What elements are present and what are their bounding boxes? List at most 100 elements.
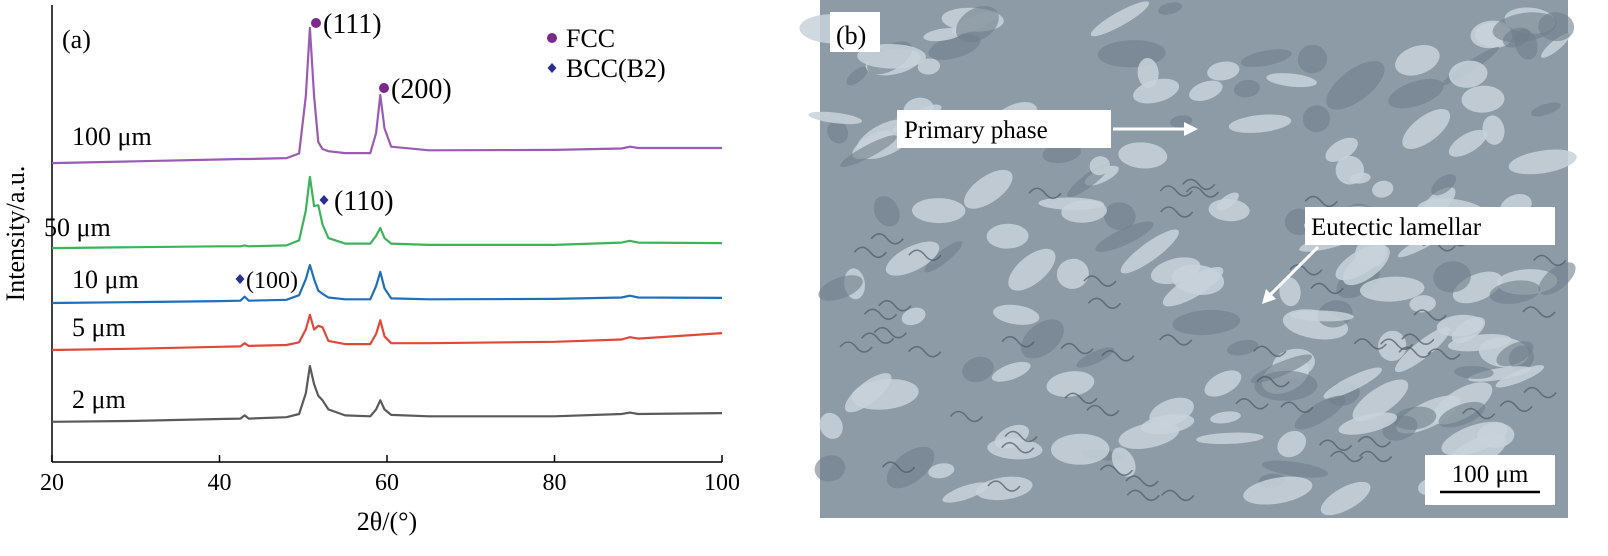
- bcc-marker: [319, 195, 329, 205]
- lamella: [1256, 375, 1290, 388]
- primary-phase-blob: [819, 412, 843, 439]
- lamella: [1522, 306, 1556, 318]
- primary-phase-blob: [928, 463, 955, 479]
- lamella: [861, 332, 895, 344]
- lamella: [881, 461, 916, 473]
- primary-phase-blob: [1243, 476, 1313, 505]
- lamellar-blob: [1492, 12, 1557, 43]
- panel-label-box: [830, 12, 880, 52]
- lamellar-blob: [924, 241, 963, 273]
- lamella: [908, 249, 942, 261]
- primary-phase-blob: [1448, 129, 1487, 157]
- x-tick-label: 60: [375, 470, 399, 496]
- lamella: [1004, 430, 1038, 443]
- lamella: [1380, 338, 1414, 350]
- lamella: [1401, 333, 1435, 345]
- lamella: [1099, 464, 1134, 477]
- primary-phase-blob: [1395, 45, 1440, 76]
- y-axis-label: Intensity/a.u.: [1, 166, 30, 302]
- lamellar-blob: [1172, 309, 1241, 336]
- lamella: [987, 480, 1021, 492]
- primary-phase-blob: [1320, 481, 1371, 516]
- primary-phase-blob: [1196, 432, 1264, 445]
- primary-phase-blob: [851, 379, 919, 410]
- lamellar-blob: [1233, 79, 1260, 98]
- primary-phase-blob: [1008, 248, 1056, 291]
- lamella: [1358, 450, 1393, 463]
- primary-phase-blob: [986, 223, 1029, 249]
- lamellar-blob: [1530, 102, 1561, 117]
- peak-label: (110): [334, 186, 394, 217]
- lamellar-blob: [1433, 261, 1471, 293]
- lamella: [1060, 342, 1094, 355]
- peak-label: (100): [246, 268, 298, 294]
- lamella: [1353, 338, 1387, 350]
- lamellar-blob: [846, 66, 868, 86]
- lamella: [873, 326, 907, 339]
- lamella: [1330, 450, 1364, 463]
- panel-label: (b): [836, 21, 866, 50]
- lamella: [1125, 475, 1159, 487]
- series-line: [51, 313, 723, 352]
- lamella: [1280, 401, 1314, 413]
- lamellar-blob: [1496, 341, 1534, 367]
- primary-phase-blob: [1051, 433, 1110, 465]
- primary-phase-blob: [1325, 137, 1358, 162]
- fcc-marker: [547, 33, 557, 43]
- lamella: [1499, 400, 1533, 412]
- panel-label: (a): [62, 25, 91, 54]
- lamella: [1398, 346, 1432, 358]
- series-line: [51, 175, 723, 250]
- lamellar-blob: [1095, 221, 1154, 252]
- lamella: [1304, 195, 1338, 208]
- scale-bar-box: [1425, 455, 1555, 505]
- lamella: [1427, 348, 1461, 360]
- arrow-head: [1184, 122, 1198, 136]
- lamella: [1083, 275, 1117, 287]
- primary-phase-blob: [1477, 422, 1515, 448]
- primary-phase-blob: [808, 111, 863, 125]
- lamella: [1289, 264, 1323, 276]
- primary-phase-blob: [1189, 80, 1223, 101]
- primary-phase-blob: [942, 482, 989, 503]
- lamella: [1126, 489, 1160, 502]
- x-tick-label: 20: [40, 470, 64, 496]
- fcc-marker: [311, 18, 321, 28]
- lamellar-blob: [1393, 406, 1437, 430]
- lamellar-blob: [955, 6, 999, 43]
- series-label: 10 μm: [72, 265, 139, 294]
- legend-label: BCC(B2): [566, 54, 666, 83]
- lamellar-blob: [814, 455, 846, 482]
- lamella: [1161, 489, 1195, 502]
- primary-phase-blob: [1289, 310, 1354, 322]
- primary-phase-blob: [1120, 229, 1179, 274]
- lamellar-blob: [1240, 49, 1292, 67]
- lamellar-blob: [1020, 319, 1064, 359]
- primary-phase-blob: [1378, 330, 1407, 362]
- lamellar-blob: [1227, 339, 1259, 356]
- lamella: [1160, 206, 1194, 218]
- lamella: [1185, 186, 1220, 198]
- primary-phase-blob: [1056, 258, 1089, 289]
- primary-phase-blob: [912, 198, 966, 224]
- lamella: [1310, 282, 1344, 295]
- lamellar-blob: [1302, 105, 1331, 133]
- primary-phase-blob: [1279, 277, 1301, 307]
- annotation-box: [897, 110, 1111, 148]
- lamella: [1253, 345, 1287, 358]
- primary-phase-blob: [1228, 114, 1292, 133]
- xrd-panel: 20 40 60 80 100 2θ/(°) Intensity/a.u. (a) 2 μm 5 …: [1, 5, 740, 536]
- series-label: 100 μm: [72, 122, 152, 151]
- lamellar-blob: [886, 446, 935, 489]
- primary-phase-blob: [1090, 1, 1150, 37]
- lamella: [1001, 335, 1035, 348]
- primary-phase-blob: [1111, 447, 1136, 477]
- primary-phase-blob: [1061, 200, 1107, 223]
- primary-phase-blob: [976, 476, 1033, 501]
- lamella: [1159, 334, 1193, 346]
- lamella: [870, 233, 904, 245]
- x-tick-label: 40: [208, 470, 232, 496]
- primary-phase-blob: [1210, 411, 1241, 424]
- series-line: [51, 26, 722, 165]
- series-label: 5 μm: [72, 313, 126, 342]
